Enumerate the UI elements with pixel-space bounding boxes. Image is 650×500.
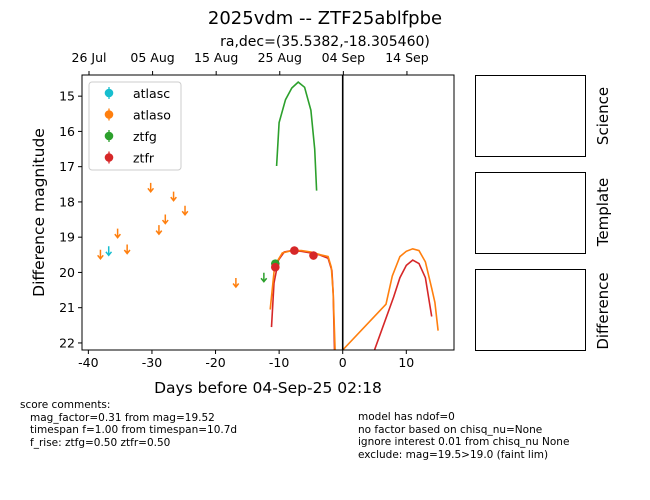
top-tick-label: 04 Sep xyxy=(322,50,366,65)
top-tick-label: 25 Aug xyxy=(258,50,302,65)
legend-label-ztfg: ztfg xyxy=(133,129,157,144)
y-tick-label: 16 xyxy=(59,124,75,139)
template-label: Template xyxy=(594,177,612,247)
chart-subtitle: ra,dec=(35.5382,-18.305460) xyxy=(220,34,430,50)
model-curve-atlaso xyxy=(269,249,336,350)
upper-limit-atlasc xyxy=(105,246,113,257)
legend-label-atlasc: atlasc xyxy=(133,86,170,101)
model-curve-ztfr xyxy=(270,249,336,350)
y-tick-label: 15 xyxy=(59,89,75,104)
comment-line: score comments: xyxy=(20,399,111,411)
top-tick-label: 26 Jul xyxy=(72,50,107,65)
model-curve-ztfr xyxy=(373,259,433,350)
legend-marker-ztfg xyxy=(104,131,114,141)
chart-title: 2025vdm -- ZTF25ablfpbe xyxy=(207,8,443,29)
legend-label-ztfr: ztfr xyxy=(133,151,155,166)
x-tick-label: 0 xyxy=(339,355,347,370)
comment-line: mag_factor=0.31 from mag=19.52 xyxy=(20,411,215,424)
model-curve-ztfg xyxy=(275,81,318,191)
upper-limit-atlaso xyxy=(170,191,177,202)
upper-limit-atlaso xyxy=(123,244,131,255)
x-axis-label: Days before 04-Sep-25 02:18 xyxy=(154,379,382,397)
y-tick-label: 20 xyxy=(59,265,75,280)
upper-limit-atlaso xyxy=(181,205,189,216)
x-tick-label: -20 xyxy=(205,355,225,370)
upper-limit-atlaso xyxy=(97,249,104,261)
comment-line: no factor based on chisq_nu=None xyxy=(358,423,543,436)
top-tick-label: 15 Aug xyxy=(194,50,238,65)
upper-limit-atlaso xyxy=(155,225,163,236)
comment-line: exclude: mag=19.5>19.0 (faint lim) xyxy=(358,448,549,461)
score-comments: score comments: mag_factor=0.31 from mag… xyxy=(20,399,237,449)
detection-ztfr xyxy=(309,251,318,260)
difference-label: Difference xyxy=(594,272,612,350)
y-tick-label: 21 xyxy=(59,300,75,315)
legend-marker-ztfr xyxy=(104,153,114,162)
model-comments: model has ndof=0 no factor based on chis… xyxy=(358,411,569,461)
legend-label-atlaso: atlaso xyxy=(133,108,171,123)
legend-box xyxy=(88,81,182,171)
top-tick-label: 14 Sep xyxy=(385,50,429,65)
upper-limit-ztfg xyxy=(260,272,268,283)
detection-ztfr xyxy=(290,246,299,255)
y-tick-label: 18 xyxy=(59,194,75,209)
y-tick-label: 19 xyxy=(59,230,75,245)
plot-frame xyxy=(81,74,455,351)
comment-line: timespan f=1.00 from timespan=10.7d xyxy=(20,424,238,436)
x-tick-label: -40 xyxy=(78,355,98,370)
x-tick-label: 10 xyxy=(398,355,414,370)
upper-limit-atlaso xyxy=(232,278,240,289)
upper-limit-atlaso xyxy=(147,182,155,194)
upper-limit-atlaso xyxy=(161,214,169,225)
comment-line: f_rise: ztfg=0.50 ztfr=0.50 xyxy=(20,436,171,449)
y-tick-label: 22 xyxy=(59,335,75,350)
comment-line: model has ndof=0 xyxy=(358,411,455,423)
template-panel xyxy=(475,172,586,254)
y-tick-label: 17 xyxy=(59,159,75,174)
upper-limit-atlaso xyxy=(114,228,121,239)
top-tick-label: 05 Aug xyxy=(130,50,174,65)
x-tick-label: -10 xyxy=(269,355,289,370)
y-axis-label: Difference magnitude xyxy=(30,128,48,297)
detection-ztfr xyxy=(271,262,280,272)
legend-marker-atlasc xyxy=(104,88,114,98)
legend-marker-atlaso xyxy=(104,110,114,119)
difference-panel xyxy=(475,269,586,351)
science-panel xyxy=(475,75,586,157)
comment-line: ignore interest 0.01 from chisq_nu None xyxy=(358,436,570,448)
science-label: Science xyxy=(594,86,612,146)
x-tick-label: -30 xyxy=(142,355,162,370)
model-curve-atlaso xyxy=(342,247,439,350)
